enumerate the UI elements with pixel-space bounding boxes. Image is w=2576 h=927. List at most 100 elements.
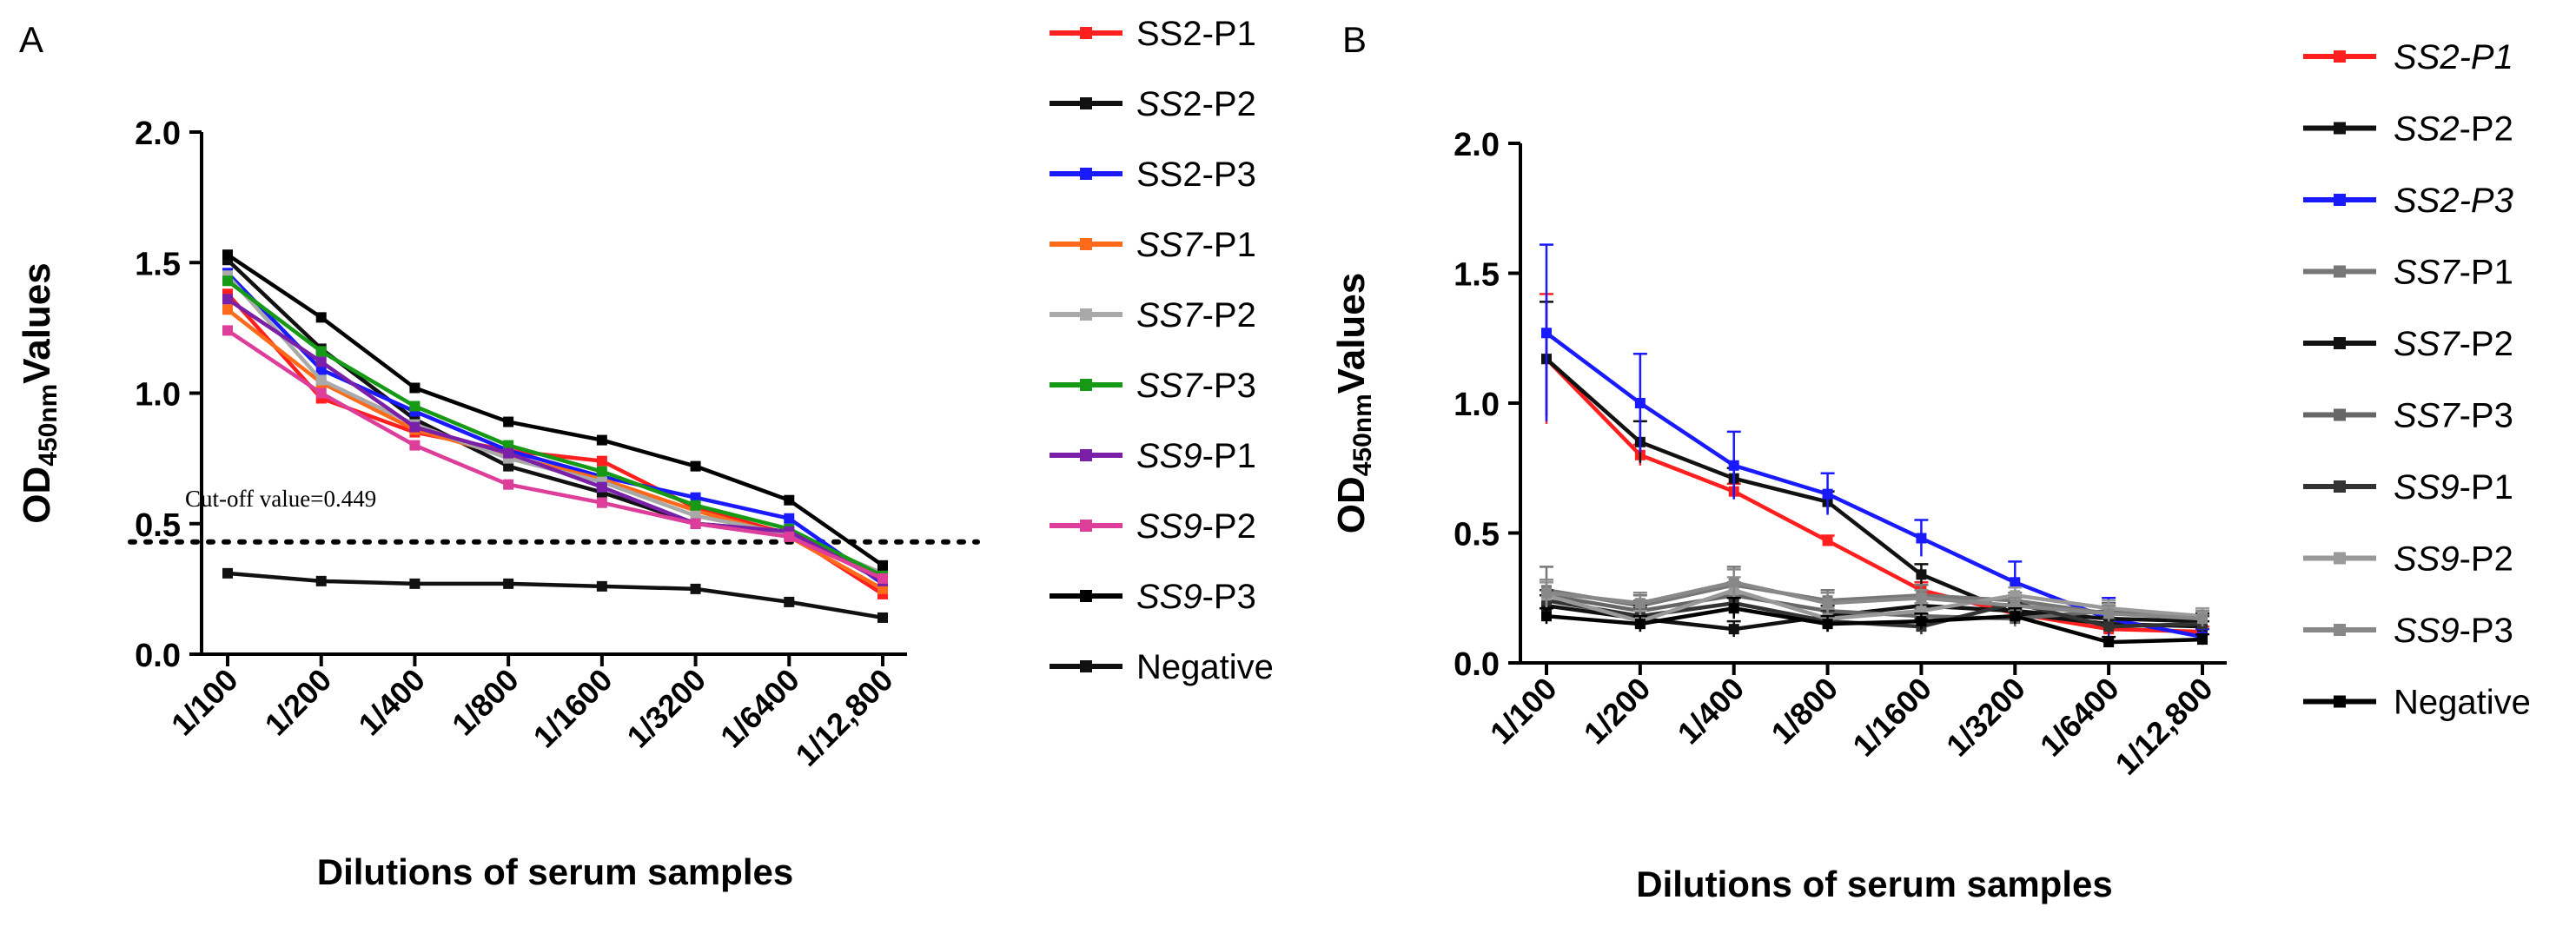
panel-a-data-point xyxy=(409,401,421,412)
panel-a-legend-label: SS2-P3 xyxy=(1136,156,1256,194)
panel-b-x-tick-label: 1/800 xyxy=(1765,671,1845,752)
panel-b-legend-marker xyxy=(2334,337,2346,349)
panel-b-legend-label: Negative xyxy=(2394,684,2531,722)
panel-a-legend-label: SS7-P3 xyxy=(1136,367,1256,405)
panel-a-data-point xyxy=(315,575,327,586)
panel-a-legend-marker xyxy=(1080,449,1092,461)
panel-b-y-tick-label: 2.0 xyxy=(1454,127,1500,163)
panel-b-y-tick-label: 0.0 xyxy=(1454,646,1500,683)
panel-b-legend-item: SS9-P3 xyxy=(2303,612,2513,650)
panel-a-data-point xyxy=(315,364,327,375)
panel-a-x-tick-label: 1/3200 xyxy=(619,662,712,755)
panel-a-series-ss2-p1 xyxy=(222,288,888,599)
panel-a-legend-marker xyxy=(1080,27,1092,39)
panel-a-data-point xyxy=(222,275,233,287)
panel-a-series-ss9-p2 xyxy=(222,325,888,584)
panel-b-data-point xyxy=(1822,598,1833,609)
panel-a-legend-label: Negative xyxy=(1136,648,1274,686)
panel-a-x-tick-label: 1/6400 xyxy=(713,662,806,755)
panel-b-data-point xyxy=(2103,637,2115,648)
panel-a-data-point xyxy=(503,578,514,589)
panel-a-data-point xyxy=(784,531,795,542)
panel-b-data-point xyxy=(2010,577,2021,588)
panel-b-legend-label: SS9-P2 xyxy=(2394,540,2513,579)
panel-b-legend-label: SS7-P3 xyxy=(2394,397,2513,435)
panel-a-legend-label: SS9-P2 xyxy=(1136,507,1256,546)
panel-a-legend-item: SS2-P1 xyxy=(1050,15,1256,53)
panel-a-data-point xyxy=(315,356,327,367)
panel-b-letter: B xyxy=(1342,19,1367,60)
panel-b-legend-label: SS9-P1 xyxy=(2394,468,2513,507)
panel-a-series-ss9-p3 xyxy=(222,249,888,571)
panel-a-legend-item: SS9-P1 xyxy=(1050,437,1256,475)
panel-a-data-point xyxy=(409,440,421,451)
panel-a-legend-item: SS7-P3 xyxy=(1050,367,1256,405)
panel-a-data-point xyxy=(315,346,327,357)
panel-a-legend-label: SS9-P3 xyxy=(1136,578,1256,616)
panel-a-legend-label: SS9-P1 xyxy=(1136,437,1256,475)
panel-b-data-point xyxy=(1822,535,1833,546)
panel-b-x-tick-label: 1/12,800 xyxy=(2109,671,2220,782)
panel-a-legend-label: SS2-P1 xyxy=(1136,15,1256,53)
panel-b-legend-marker xyxy=(2334,50,2346,63)
panel-b-legend-item: SS2-P3 xyxy=(2303,182,2513,220)
panel-a-data-point xyxy=(596,466,607,477)
panel-b-data-point xyxy=(1728,624,1739,635)
panel-a-data-point xyxy=(503,440,514,451)
panel-a-data-point xyxy=(596,580,607,592)
panel-b-data-point xyxy=(1634,619,1646,630)
panel-a-data-point xyxy=(222,294,233,305)
panel-a-x-tick-label: 1/12,800 xyxy=(789,662,900,773)
panel-b-y-tick-label: 0.5 xyxy=(1454,517,1500,553)
panel-b-legend-item: SS9-P1 xyxy=(2303,468,2513,507)
panel-b-y-tick-label: 1.0 xyxy=(1454,387,1500,423)
panel-a-legend-label: SS2-P2 xyxy=(1136,85,1256,123)
panel-a-data-point xyxy=(222,567,233,579)
panel-a-data-point xyxy=(596,481,607,493)
panel-a-y-tick-label: 1.5 xyxy=(135,246,181,282)
panel-a-data-point xyxy=(222,325,233,336)
panel-a-data-point xyxy=(503,479,514,490)
panel-a-legend-item: SS7-P1 xyxy=(1050,226,1256,264)
panel-b-data-point xyxy=(2103,621,2115,632)
panel-b-x-tick-label: 1/3200 xyxy=(1939,671,2032,764)
panel-a-series-line xyxy=(227,571,884,620)
panel-a-cutoff-label: Cut-off value=0.449 xyxy=(185,486,376,512)
panel-b-data-point xyxy=(1916,569,1927,580)
panel-b-y-axis-title: OD450nmValues xyxy=(1330,273,1377,534)
panel-a-data-point xyxy=(877,583,888,594)
panel-a-data-point xyxy=(315,387,327,399)
panel-b-data-point xyxy=(1728,460,1739,471)
panel-b-legend-label: SS7-P1 xyxy=(2394,254,2513,292)
panel-a-legend-item: SS7-P2 xyxy=(1050,296,1256,334)
panel-b-legend-marker xyxy=(2334,194,2346,206)
panel-a-series-line xyxy=(226,328,884,580)
panel-a-legend-item: SS9-P2 xyxy=(1050,507,1256,546)
panel-a-y-tick-label: 2.0 xyxy=(135,116,181,152)
panel-b-legend-label: SS9-P3 xyxy=(2394,612,2513,650)
panel-a-data-point xyxy=(222,249,233,261)
panel-b-series-ss2-p3 xyxy=(1540,243,2209,646)
panel-a-data-point xyxy=(503,416,514,427)
panel-b-data-point xyxy=(2103,608,2115,619)
panel-b-legend-item: Negative xyxy=(2303,684,2531,722)
panel-b-legend-item: SS2-P2 xyxy=(2303,110,2513,149)
panel-b-data-point xyxy=(1728,577,1739,588)
panel-a-data-point xyxy=(877,612,888,623)
panel-b-series-negative xyxy=(1540,597,2209,648)
panel-a-data-point xyxy=(690,460,701,472)
panel-a-legend-marker xyxy=(1080,590,1092,602)
panel-b-data-point xyxy=(1541,611,1552,622)
panel-b-data-point xyxy=(1822,488,1833,500)
panel-a-legend-marker xyxy=(1080,308,1092,321)
panel-b-legend-item: SS7-P1 xyxy=(2303,254,2513,292)
panel-b-legend-item: SS7-P2 xyxy=(2303,325,2513,363)
panel-b-series-line xyxy=(1546,580,2203,621)
panel-b-x-tick-label: 1/1600 xyxy=(1845,671,1938,764)
panel-b-series-line xyxy=(1546,606,2203,645)
panel-a-legend-marker xyxy=(1080,168,1092,180)
panel-b-data-point xyxy=(1728,603,1739,614)
panel-a-data-point xyxy=(690,583,701,594)
panel-a-x-axis-title: Dilutions of serum samples xyxy=(317,851,793,892)
panel-a-data-point xyxy=(877,573,888,584)
